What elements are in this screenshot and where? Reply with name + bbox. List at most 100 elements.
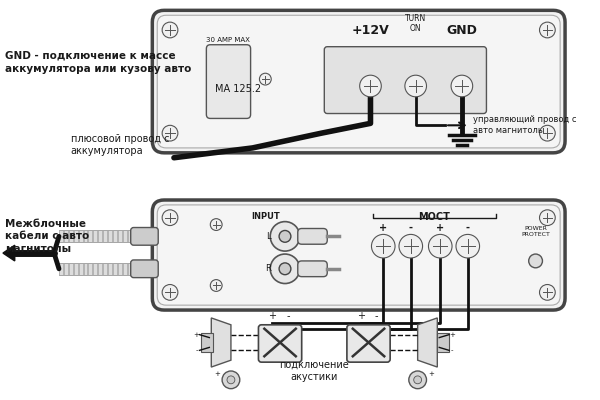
Polygon shape bbox=[211, 318, 231, 367]
Circle shape bbox=[456, 234, 479, 258]
Circle shape bbox=[399, 234, 422, 258]
Text: +: + bbox=[428, 371, 434, 377]
Bar bbox=[94, 263, 97, 275]
Circle shape bbox=[211, 219, 222, 230]
Circle shape bbox=[428, 234, 452, 258]
Bar bbox=[64, 263, 68, 275]
Bar bbox=[128, 230, 131, 242]
Circle shape bbox=[529, 254, 542, 268]
Text: -: - bbox=[409, 222, 413, 232]
Circle shape bbox=[359, 75, 381, 97]
Text: POWER
PROTECT: POWER PROTECT bbox=[521, 226, 550, 237]
Circle shape bbox=[162, 125, 178, 141]
Text: GND: GND bbox=[446, 24, 478, 37]
Text: +12V: +12V bbox=[352, 24, 389, 37]
Text: +: + bbox=[268, 311, 276, 321]
Text: МОСТ: МОСТ bbox=[418, 212, 450, 222]
Bar bbox=[128, 263, 131, 275]
Text: GND - подключение к массе
аккумулятора или кузову авто: GND - подключение к массе аккумулятора и… bbox=[5, 51, 191, 74]
Text: -: - bbox=[286, 311, 290, 321]
Circle shape bbox=[371, 234, 395, 258]
Bar bbox=[118, 230, 122, 242]
Text: плюсовой провод с
аккумулятора: плюсовой провод с аккумулятора bbox=[71, 134, 169, 156]
Text: Межблочные
кабели с авто
магнитолы: Межблочные кабели с авто магнитолы bbox=[5, 219, 89, 254]
Bar bbox=[59, 230, 63, 242]
Bar bbox=[123, 263, 127, 275]
Text: +: + bbox=[214, 371, 220, 377]
FancyBboxPatch shape bbox=[157, 15, 560, 148]
Circle shape bbox=[279, 230, 291, 242]
Text: +: + bbox=[194, 332, 199, 338]
Text: +: + bbox=[356, 311, 365, 321]
Bar bbox=[74, 263, 77, 275]
Bar bbox=[79, 263, 83, 275]
Bar bbox=[88, 230, 92, 242]
FancyBboxPatch shape bbox=[131, 228, 158, 245]
Polygon shape bbox=[418, 318, 437, 367]
FancyBboxPatch shape bbox=[324, 47, 487, 114]
Bar bbox=[113, 263, 117, 275]
Bar bbox=[98, 263, 102, 275]
Circle shape bbox=[539, 284, 555, 300]
Bar bbox=[202, 333, 213, 352]
FancyBboxPatch shape bbox=[298, 261, 327, 277]
Text: -: - bbox=[374, 311, 378, 321]
Bar bbox=[437, 333, 449, 352]
Bar bbox=[108, 230, 112, 242]
Bar bbox=[113, 230, 117, 242]
FancyBboxPatch shape bbox=[259, 325, 302, 362]
Text: +: + bbox=[379, 222, 388, 232]
Bar bbox=[79, 230, 83, 242]
Circle shape bbox=[162, 284, 178, 300]
Circle shape bbox=[279, 263, 291, 275]
Circle shape bbox=[539, 125, 555, 141]
Text: МА 125.2: МА 125.2 bbox=[215, 84, 261, 94]
Bar bbox=[123, 230, 127, 242]
Bar bbox=[94, 230, 97, 242]
Circle shape bbox=[405, 75, 427, 97]
Bar bbox=[74, 230, 77, 242]
Bar bbox=[98, 230, 102, 242]
Bar bbox=[69, 230, 73, 242]
Text: INPUT: INPUT bbox=[251, 212, 280, 221]
Bar bbox=[108, 263, 112, 275]
Text: R: R bbox=[265, 264, 271, 273]
Bar bbox=[83, 263, 88, 275]
Bar bbox=[83, 230, 88, 242]
Circle shape bbox=[162, 210, 178, 226]
Text: подключение
акустики: подключение акустики bbox=[280, 360, 349, 382]
FancyBboxPatch shape bbox=[131, 260, 158, 278]
Text: TURN
ON: TURN ON bbox=[405, 14, 427, 33]
Text: -: - bbox=[466, 222, 470, 232]
Circle shape bbox=[222, 371, 240, 389]
FancyBboxPatch shape bbox=[206, 45, 251, 118]
Text: +: + bbox=[449, 332, 455, 338]
Circle shape bbox=[270, 254, 300, 284]
FancyBboxPatch shape bbox=[347, 325, 390, 362]
Bar bbox=[88, 263, 92, 275]
Bar bbox=[103, 263, 107, 275]
Bar bbox=[103, 230, 107, 242]
FancyBboxPatch shape bbox=[298, 228, 327, 244]
Bar bbox=[69, 263, 73, 275]
Circle shape bbox=[539, 22, 555, 38]
Circle shape bbox=[211, 280, 222, 291]
Text: 30 AMP MAX: 30 AMP MAX bbox=[206, 37, 250, 43]
Text: -: - bbox=[195, 347, 198, 353]
Text: управляющий провод с
авто магнитолы: управляющий провод с авто магнитолы bbox=[473, 115, 576, 135]
Circle shape bbox=[162, 22, 178, 38]
Circle shape bbox=[451, 75, 473, 97]
Text: +: + bbox=[436, 222, 445, 232]
Circle shape bbox=[270, 222, 300, 251]
Bar bbox=[64, 230, 68, 242]
Bar bbox=[118, 263, 122, 275]
Circle shape bbox=[539, 210, 555, 226]
Bar bbox=[59, 263, 63, 275]
Circle shape bbox=[227, 376, 235, 384]
FancyBboxPatch shape bbox=[152, 200, 565, 310]
FancyBboxPatch shape bbox=[157, 205, 560, 305]
Polygon shape bbox=[3, 245, 15, 261]
Circle shape bbox=[409, 371, 427, 389]
Text: L: L bbox=[266, 232, 271, 241]
FancyBboxPatch shape bbox=[152, 10, 565, 153]
